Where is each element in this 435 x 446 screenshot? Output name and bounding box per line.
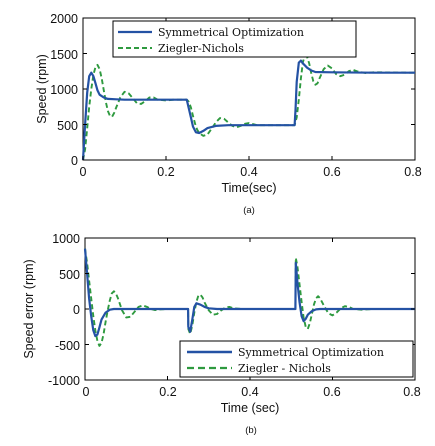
x-axis-label-b: Time (sec) bbox=[221, 401, 280, 415]
caption-b: (b) bbox=[245, 425, 257, 436]
x-tick-a-0.8: 0.8 bbox=[404, 165, 421, 179]
x-tick-a-0.2: 0.2 bbox=[157, 165, 174, 179]
series-lines-a bbox=[81, 54, 416, 161]
y-tick-a-1500: 1500 bbox=[50, 48, 78, 62]
legend-label-a-so: Symmetrical Optimization bbox=[158, 26, 304, 39]
y-tick-b-0: 0 bbox=[73, 303, 80, 317]
x-tick-b-0.6: 0.6 bbox=[323, 385, 340, 399]
x-tick-b-0.4: 0.4 bbox=[241, 385, 258, 399]
y-tick-b-neg500: -500 bbox=[55, 339, 80, 353]
x-tick-b-0: 0 bbox=[83, 385, 90, 399]
y-tick-b-neg1000: -1000 bbox=[48, 374, 80, 388]
y-tick-a-2000: 2000 bbox=[50, 12, 78, 26]
y-tick-a-1000: 1000 bbox=[50, 83, 78, 97]
y-tick-b-1000: 1000 bbox=[52, 232, 80, 246]
y-axis-label-a: Speed (rpm) bbox=[35, 54, 49, 123]
y-tick-a-500: 500 bbox=[57, 119, 78, 133]
series-line-b-symmetrical-optimization bbox=[83, 248, 415, 338]
series-lines-b bbox=[83, 248, 415, 347]
x-tick-b-0.8: 0.8 bbox=[403, 385, 420, 399]
legend-label-b-so: Symmetrical Optimization bbox=[238, 346, 384, 359]
chart-a: 2000 1500 1000 500 0 0 0.2 0.4 0.6 0.8 T… bbox=[35, 12, 422, 216]
legend-label-a-zn: Ziegler-Nichols bbox=[158, 42, 244, 55]
legend-box-a bbox=[112, 20, 357, 58]
x-axis-label-a: Time(sec) bbox=[221, 181, 276, 195]
y-axis-label-b: Speed error (rpm) bbox=[22, 259, 36, 358]
y-tick-b-500: 500 bbox=[59, 268, 80, 282]
caption-a: (a) bbox=[243, 205, 255, 216]
series-line-a-ziegler-nichols bbox=[82, 54, 416, 161]
legend-label-b-zn: Ziegler - Nichols bbox=[238, 362, 331, 375]
legend-b: Symmetrical Optimization Ziegler - Nicho… bbox=[179, 340, 414, 378]
y-tick-a-0: 0 bbox=[71, 154, 78, 168]
x-tick-a-0: 0 bbox=[80, 165, 87, 179]
legend-a: Symmetrical Optimization Ziegler-Nichols bbox=[112, 20, 357, 58]
x-tick-b-0.2: 0.2 bbox=[159, 385, 176, 399]
axis-ticks-b bbox=[84, 237, 416, 381]
legend-box-b bbox=[179, 340, 414, 378]
series-line-b-ziegler-nichols bbox=[84, 248, 415, 347]
x-tick-a-0.6: 0.6 bbox=[323, 165, 340, 179]
chart-b: 1000 500 0 -500 -1000 0 0.2 0.4 0.6 0.8 … bbox=[22, 232, 421, 436]
x-tick-a-0.4: 0.4 bbox=[240, 165, 257, 179]
series-line-a-symmetrical-optimization bbox=[81, 59, 415, 161]
